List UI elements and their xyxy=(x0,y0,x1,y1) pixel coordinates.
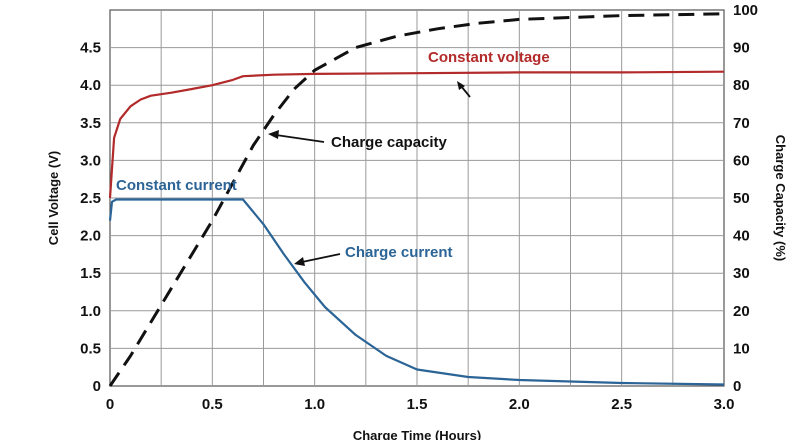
x-tick-label: 1.5 xyxy=(407,396,428,413)
y-left-tick-label: 4.0 xyxy=(80,77,101,94)
capacity-line xyxy=(108,12,725,387)
y-left-tick-label: 2.0 xyxy=(80,228,101,245)
x-tick-label: 1.0 xyxy=(304,396,325,413)
y-left-tick-label: 1.5 xyxy=(80,265,101,282)
x-axis-title: Charge Time (Hours) xyxy=(353,428,481,440)
y-axis-left-title: Cell Voltage (V) xyxy=(46,151,61,245)
current-line xyxy=(108,198,725,386)
y-axis-right-title: Charge Capacity (%) xyxy=(773,135,788,261)
annotation-constant-current: Constant current xyxy=(116,177,237,194)
y-right-tick-label: 20 xyxy=(733,303,750,320)
arrow-head-capacity xyxy=(268,130,279,139)
y-right-tick-label: 60 xyxy=(733,152,750,169)
annotations: Constant voltage Constant current Charge… xyxy=(116,49,550,266)
annotation-charge-capacity: Charge capacity xyxy=(331,134,448,151)
y-left-tick-label: 3.5 xyxy=(80,115,101,132)
y-left-tick-label: 0 xyxy=(93,378,101,395)
y-left-tick-label: 2.5 xyxy=(80,190,101,207)
arrow-head-current xyxy=(294,257,305,266)
y-right-tick-label: 100 xyxy=(733,2,758,19)
y-right-tick-label: 80 xyxy=(733,77,750,94)
y-left-tick-label: 3.0 xyxy=(80,152,101,169)
series-layer xyxy=(108,12,725,387)
y-right-tick-label: 0 xyxy=(733,378,741,395)
y-right-tick-label: 40 xyxy=(733,228,750,245)
y-right-tick-label: 90 xyxy=(733,40,750,57)
voltage-line xyxy=(108,70,725,199)
y-left-tick-label: 1.0 xyxy=(80,303,101,320)
arrow-to-capacity xyxy=(275,134,325,143)
annotation-charge-current: Charge current xyxy=(345,244,453,261)
tick-labels: 0 0.5 1.0 1.5 2.0 2.5 3.000.51.01.52.02.53.03.… xyxy=(80,2,758,413)
arrow-to-current xyxy=(301,253,341,263)
arrow-to-voltage xyxy=(460,85,471,98)
x-tick-label: 3.0 xyxy=(714,396,735,413)
y-right-tick-label: 50 xyxy=(733,190,750,207)
x-tick-label: 2.0 xyxy=(509,396,530,413)
x-tick-label: 2.5 xyxy=(611,396,632,413)
x-tick-label: 0.5 xyxy=(202,396,223,413)
y-right-tick-label: 30 xyxy=(733,265,750,282)
y-left-tick-label: 4.5 xyxy=(80,40,101,57)
y-left-tick-label: 0.5 xyxy=(80,340,101,357)
x-tick-label: 0 xyxy=(106,396,114,413)
y-right-tick-label: 70 xyxy=(733,115,750,132)
annotation-constant-voltage: Constant voltage xyxy=(428,49,550,66)
y-right-tick-label: 10 xyxy=(733,340,750,357)
arrow-head-voltage xyxy=(457,81,465,90)
